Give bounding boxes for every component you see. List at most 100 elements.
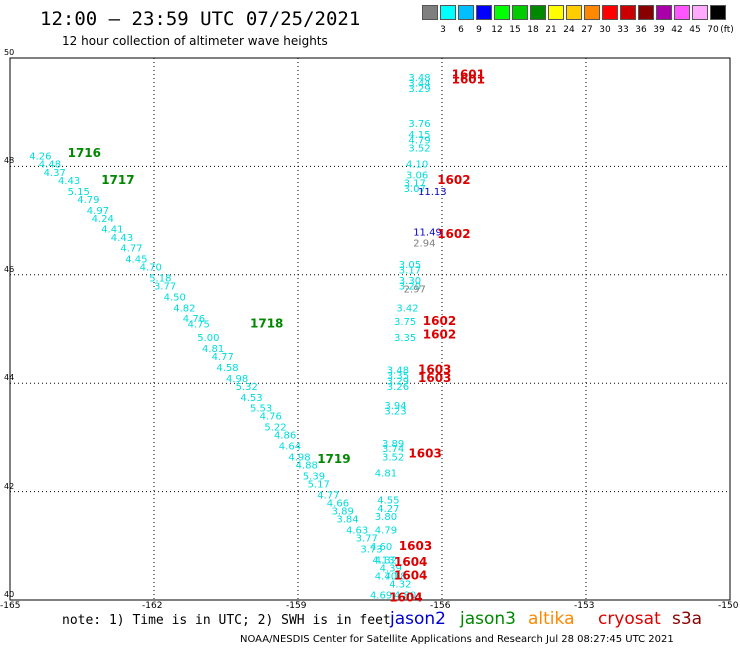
- data-point-jason3: 5.18: [149, 274, 171, 285]
- data-point-jason3: 3.29: [408, 84, 430, 95]
- longitude-tick-label: -153: [574, 601, 595, 611]
- data-point-jason3: 3.94: [384, 401, 406, 412]
- data-point-jason3: 4.27: [377, 504, 399, 515]
- satellite-legend-item: jason2: [390, 609, 446, 629]
- time-label: 1604: [394, 569, 427, 583]
- plot-frame: [9, 57, 731, 601]
- data-point-jason3: 4.50: [164, 292, 186, 303]
- time-label: 1604: [394, 555, 427, 569]
- scale-swatch: [530, 5, 546, 20]
- data-point-jason3: 4.77: [317, 490, 339, 501]
- data-point-jason3: 4.70: [375, 572, 397, 583]
- time-label: 1717: [101, 173, 134, 187]
- data-point-jason3: 4.58: [216, 363, 238, 374]
- data-point-gray: 2.97: [404, 284, 426, 295]
- scale-label: 39: [653, 25, 665, 35]
- data-point-jason3: 4.32: [389, 580, 411, 591]
- scale-label: 18: [527, 25, 539, 35]
- data-point-jason3: 4.26: [29, 152, 51, 163]
- data-point-jason3: 4.77: [120, 244, 142, 255]
- time-label: 1603: [418, 371, 451, 385]
- data-point-jason3: 5.00: [197, 333, 219, 344]
- data-point-jason3: 4.97: [87, 206, 109, 217]
- data-point-jason3: 4.75: [188, 320, 210, 331]
- scale-swatch: [440, 5, 456, 20]
- longitude-tick-label: -162: [142, 601, 163, 611]
- scale-label: 9: [476, 25, 482, 35]
- data-point-jason3: 3.23: [384, 406, 406, 417]
- data-point-jason3: 3.89: [382, 439, 404, 450]
- data-point-jason3: 4.15: [408, 130, 430, 141]
- time-label: 1718: [250, 317, 283, 331]
- scale-swatch: [458, 5, 474, 20]
- data-point-jason3: 4.60: [370, 542, 392, 553]
- data-point-jason3: 3.35: [387, 371, 409, 382]
- data-point-jason2: 11.49: [413, 227, 442, 238]
- time-label: 1601: [452, 67, 485, 81]
- data-point-jason3: 4.79: [408, 135, 430, 146]
- data-point-jason3: 3.52: [382, 452, 404, 463]
- scale-swatch: [512, 5, 528, 20]
- scale-label: 6: [458, 25, 464, 35]
- data-point-jason3: 4.41: [101, 225, 123, 236]
- latitude-tick-label: 44: [4, 373, 15, 383]
- data-point-jason3: 3.17: [404, 179, 426, 190]
- scale-swatch: [476, 5, 492, 20]
- time-label: 1603: [399, 539, 432, 553]
- data-point-jason3: 5.17: [308, 479, 330, 490]
- data-point-jason3: 3.29: [387, 376, 409, 387]
- data-point-jason3: 3.74: [382, 444, 404, 455]
- scale-label: 70: [707, 25, 719, 35]
- data-point-jason3: 5.22: [264, 423, 286, 434]
- data-point-jason3: 4.18: [384, 572, 406, 583]
- scale-label: 33: [617, 25, 629, 35]
- scale-swatch: [422, 5, 438, 20]
- scale-label: 42: [671, 25, 683, 35]
- scale-swatch: [494, 5, 510, 20]
- scale-label: 21: [545, 25, 557, 35]
- longitude-tick-label: -150: [718, 601, 739, 611]
- data-point-jason3: 4.98: [226, 374, 248, 385]
- scale-label: 12: [491, 25, 503, 35]
- data-point-jason3: 4.76: [183, 314, 205, 325]
- satellite-legend-item: s3a: [672, 609, 703, 629]
- scale-swatch: [674, 5, 690, 20]
- data-point-jason3: 4.69: [370, 591, 392, 602]
- data-point-jason3: 4.79: [375, 526, 397, 537]
- data-point-jason3: 3.06: [406, 171, 428, 182]
- data-point-jason3: 4.32: [375, 555, 397, 566]
- data-point-jason3: 4.80: [394, 591, 416, 602]
- data-point-jason3: 3.89: [332, 507, 354, 518]
- data-point-jason3: 4.43: [111, 233, 133, 244]
- data-point-jason3: 4.53: [240, 393, 262, 404]
- data-point-jason3: 4.39: [380, 563, 402, 574]
- data-point-jason3: 4.37: [44, 168, 66, 179]
- scale-label: 27: [581, 25, 593, 35]
- time-label: 1602: [437, 227, 470, 241]
- data-point-jason3: 4.13: [372, 555, 394, 566]
- latitude-tick-label: 48: [4, 156, 15, 166]
- data-point-jason3: 4.43: [58, 176, 80, 187]
- latitude-tick-label: 42: [4, 481, 15, 491]
- scale-swatch: [602, 5, 618, 20]
- time-label: 1603: [418, 363, 451, 377]
- scale-swatch: [638, 5, 654, 20]
- longitude-tick-label: -156: [430, 601, 451, 611]
- data-point-jason3: 5.15: [68, 187, 90, 198]
- data-point-jason3: 4.81: [375, 469, 397, 480]
- data-point-gray: 2.94: [413, 238, 435, 249]
- time-label: 1602: [423, 314, 456, 328]
- footer-credit: NOAA/NESDIS Center for Satellite Applica…: [240, 634, 674, 645]
- footer-note: note: 1) Time is in UTC; 2) SWH is in fe…: [62, 613, 391, 628]
- scale-swatch: [584, 5, 600, 20]
- data-point-jason3: 4.81: [202, 344, 224, 355]
- data-point-jason3: 3.42: [396, 303, 418, 314]
- data-point-jason3: 3.84: [336, 515, 358, 526]
- data-point-jason3: 4.77: [212, 352, 234, 363]
- data-point-jason3: 3.30: [399, 276, 421, 287]
- data-point-jason3: 3.77: [356, 534, 378, 545]
- data-point-jason2: 11.13: [418, 187, 447, 198]
- data-point-jason3: 3.48: [408, 73, 430, 84]
- data-point-jason3: 4.10: [406, 160, 428, 171]
